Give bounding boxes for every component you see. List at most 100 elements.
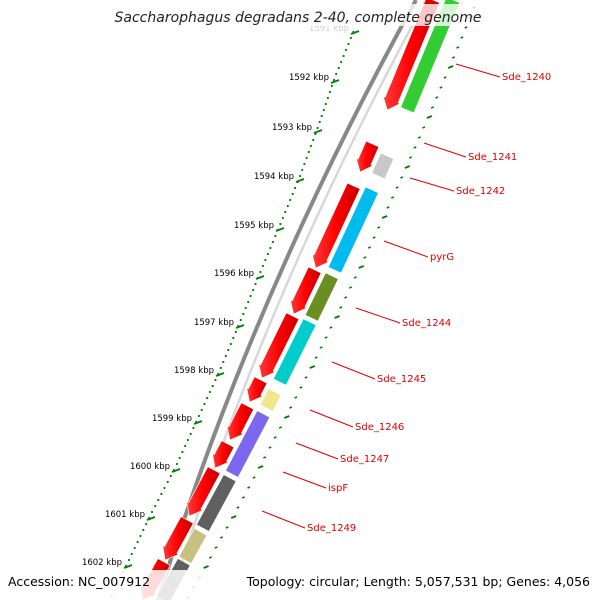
feature-block (328, 186, 379, 274)
tick-mark (309, 365, 316, 369)
leader-line (261, 510, 306, 529)
leader-line (409, 177, 455, 192)
tick-mark (278, 426, 282, 429)
scale-dot (166, 480, 169, 484)
scale-tick (330, 79, 340, 84)
tick-mark (230, 515, 237, 519)
tick-mark (456, 46, 460, 49)
cds-arrow (212, 440, 235, 469)
cds-arrow (289, 266, 322, 315)
scale-dot (332, 78, 336, 82)
scale-dot (298, 174, 302, 178)
tick-mark (203, 565, 209, 569)
tick-mark (422, 126, 426, 129)
scale-dot (316, 126, 319, 130)
tick-mark (304, 376, 308, 379)
tick-mark (294, 396, 298, 399)
scale-tick (295, 178, 305, 183)
scale-dot (203, 402, 206, 406)
title-background (105, 4, 495, 26)
scale-tick (313, 129, 323, 134)
tick-mark (353, 276, 357, 279)
tick-mark (263, 456, 267, 459)
feature-block (371, 152, 394, 180)
scale-dot (163, 486, 166, 490)
gene-label: Sde_1241 (468, 152, 517, 163)
tick-mark (220, 536, 224, 539)
scale-tick (146, 516, 156, 521)
scale-dot (244, 306, 247, 310)
scale-dot (271, 240, 274, 244)
tick-mark (452, 56, 456, 59)
scale-dot (211, 384, 214, 388)
topology-summary: Topology: circular; Length: 5,057,531 bp… (246, 574, 590, 589)
scale-dot (127, 558, 131, 562)
scale-tick (235, 324, 245, 329)
right-tick-marks (186, 6, 476, 599)
tick-mark (319, 346, 323, 349)
scale-dot (322, 108, 325, 112)
tick-mark (299, 386, 303, 389)
gene-label: Sde_1246 (355, 422, 404, 433)
scale-dot (219, 366, 222, 370)
tick-mark (289, 406, 293, 409)
tick-mark (339, 306, 343, 309)
scale-dot (344, 48, 348, 52)
tick-mark (464, 26, 468, 29)
cds-arrow (258, 312, 300, 379)
gene-label: Sde_1247 (340, 454, 389, 465)
cds-arrows (140, 0, 440, 600)
scale-dot (139, 534, 142, 538)
tick-mark (257, 465, 264, 469)
map-title: Saccharophagus degradans 2-40, complete … (115, 10, 482, 26)
leader-line (423, 142, 467, 158)
scale-dot (294, 186, 297, 190)
tick-mark (252, 476, 256, 479)
tick-mark (247, 486, 251, 489)
scale-dot (347, 42, 350, 46)
scale-dot (337, 66, 340, 70)
scale-dot (154, 504, 157, 508)
scale-dot (301, 168, 304, 172)
scale-dot (328, 90, 331, 94)
tick-mark (358, 265, 365, 269)
kbp-label: 1601 kbp (105, 510, 145, 520)
scale-dot (178, 456, 181, 460)
scale-dot (284, 210, 287, 214)
kbp-label: 1599 kbp (152, 414, 192, 424)
scale-dot (160, 492, 163, 496)
tick-mark (439, 86, 443, 89)
tick-mark (391, 196, 395, 199)
scale-dot (303, 162, 306, 166)
scale-tick (171, 468, 181, 473)
kbp-label: 1600 kbp (130, 462, 170, 472)
leader-line (309, 409, 354, 428)
tick-mark (314, 356, 318, 359)
kbp-label: 1597 kbp (194, 318, 234, 328)
tick-mark (324, 336, 328, 339)
tick-mark (409, 156, 413, 159)
scale-dot (286, 204, 289, 208)
scale-dot (252, 288, 255, 292)
cds-arrow (162, 516, 194, 561)
scale-dot (145, 522, 148, 526)
tick-mark (430, 106, 434, 109)
tick-mark (377, 226, 381, 229)
tick-mark (268, 446, 272, 449)
scale-dot (320, 114, 323, 118)
tick-mark (363, 256, 367, 259)
accession-text: Accession: NC_007912 (8, 574, 150, 589)
cds-arrow (355, 140, 380, 173)
tick-mark (283, 415, 290, 419)
tick-mark (381, 215, 388, 219)
kbp-label: 1595 kbp (234, 221, 274, 231)
scale-dot (239, 318, 242, 322)
scale-dot (259, 270, 262, 274)
scale-dot (224, 354, 227, 358)
gene-label: Sde_1244 (402, 318, 451, 329)
scale-dot (349, 36, 352, 40)
feature-block (304, 272, 339, 322)
leader-line (383, 240, 429, 258)
scale-dot (266, 252, 269, 256)
